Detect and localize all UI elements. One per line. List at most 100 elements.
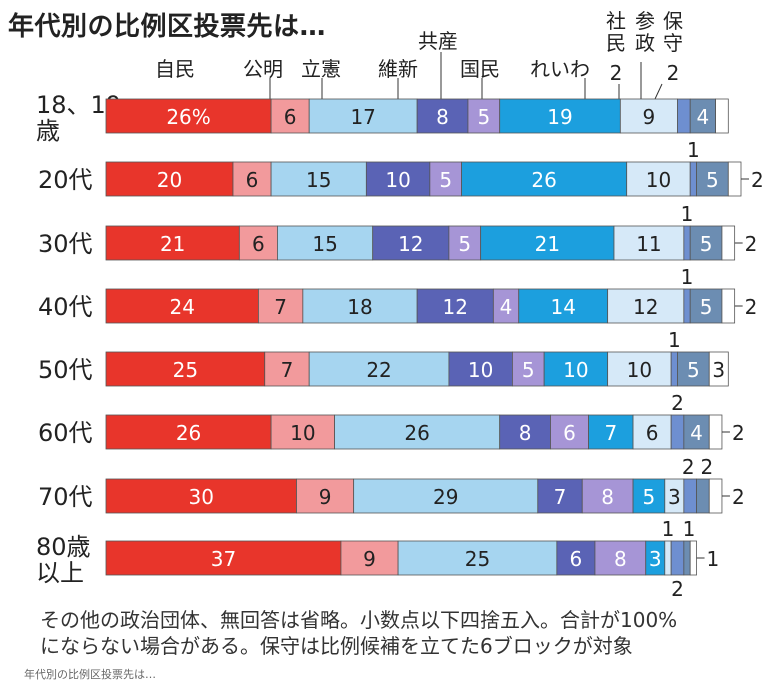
bar-segment-保守 — [721, 288, 736, 324]
legend-label-自民: 自民 — [155, 57, 195, 81]
value-label-共産: 8 — [614, 547, 627, 571]
bar-segment-れいわ — [607, 351, 672, 387]
bar-segment-社民 — [677, 98, 691, 134]
bar-segment-維新 — [499, 414, 551, 450]
value-label-社民: 2 — [671, 391, 684, 415]
value-label-国民: 7 — [604, 421, 617, 445]
bar-segment-社民 — [683, 478, 697, 514]
value-label-参政: 5 — [700, 295, 713, 319]
value-label-保守: 2 — [732, 485, 745, 509]
value-label-立憲: 17 — [350, 105, 375, 129]
category-label: 20代 — [38, 166, 93, 194]
bar-segment-維新 — [556, 540, 596, 576]
value-label-共産: 5 — [439, 168, 452, 192]
bar-segment-公明 — [257, 288, 304, 324]
bar-segment-れいわ — [664, 540, 672, 576]
bar-segment-維新 — [448, 351, 513, 387]
legend-label-参政-char: 参 — [635, 9, 655, 33]
value-label-社民: 1 — [681, 265, 694, 289]
value-label-公明: 7 — [281, 358, 294, 382]
bar-segment-社民 — [683, 225, 691, 261]
value-label-保守: 3 — [712, 358, 725, 382]
value-label-社民: 2 — [682, 455, 695, 479]
value-label-れいわ: 6 — [646, 421, 659, 445]
value-label-社民: 2 — [671, 577, 684, 601]
bar-segment-保守 — [708, 478, 723, 514]
legend-label-保守-char: 保 — [663, 9, 683, 33]
value-label-自民: 20 — [157, 168, 182, 192]
bar-segment-公明 — [296, 478, 355, 514]
value-label-共産: 6 — [563, 421, 576, 445]
value-label-保守: 2 — [732, 421, 745, 445]
bar-segment-社民 — [689, 161, 697, 197]
bar-segment-社民 — [670, 351, 678, 387]
value-label-立憲: 26 — [404, 421, 429, 445]
value-label-自民: 26% — [166, 105, 210, 129]
bar-segment-参政 — [677, 351, 710, 387]
bar-segment-れいわ — [619, 98, 678, 134]
value-label-自民: 30 — [189, 485, 214, 509]
value-label-参政: 5 — [706, 168, 719, 192]
value-label-公明: 9 — [363, 547, 376, 571]
bar-segment-共産 — [448, 225, 482, 261]
bar-segment-自民 — [105, 351, 266, 387]
bar-segment-立憲 — [397, 540, 558, 576]
bar-segment-自民 — [105, 161, 234, 197]
category-label: 80歳 — [36, 533, 91, 561]
value-label-hoshu-row1: 2 — [667, 61, 680, 85]
bar-segment-国民 — [632, 478, 666, 514]
value-label-立憲: 29 — [433, 485, 458, 509]
bar-segment-国民 — [461, 161, 628, 197]
value-label-参政: 4 — [697, 105, 710, 129]
value-label-維新: 8 — [519, 421, 532, 445]
value-label-維新: 7 — [554, 485, 567, 509]
bar-segment-社民 — [670, 414, 685, 450]
value-label-国民: 26 — [531, 168, 556, 192]
value-label-自民: 26 — [176, 421, 201, 445]
value-label-国民: 14 — [550, 295, 575, 319]
value-label-国民: 21 — [535, 232, 560, 256]
image-caption: 年代別の比例区投票先は… — [24, 668, 156, 681]
value-label-立憲: 15 — [312, 232, 337, 256]
value-label-公明: 6 — [246, 168, 259, 192]
legend-label-社民-char: 民 — [606, 31, 626, 55]
bar-segment-国民 — [518, 288, 609, 324]
category-label: 60代 — [38, 419, 93, 447]
value-label-れいわ: 11 — [636, 232, 661, 256]
value-label-公明: 9 — [319, 485, 332, 509]
bar-segment-共産 — [429, 161, 463, 197]
bar-segment-立憲 — [334, 414, 501, 450]
value-label-れいわ: 1 — [662, 517, 675, 541]
bar-segment-自民 — [105, 540, 342, 576]
value-label-自民: 24 — [169, 295, 194, 319]
value-label-立憲: 18 — [347, 295, 372, 319]
bar-segment-立憲 — [277, 225, 374, 261]
value-label-保守: 1 — [707, 547, 720, 571]
value-label-れいわ: 12 — [633, 295, 658, 319]
value-label-共産: 4 — [500, 295, 513, 319]
value-label-参政: 5 — [700, 232, 713, 256]
value-label-公明: 6 — [252, 232, 265, 256]
bar-segment-参政 — [689, 98, 717, 134]
value-label-公明: 6 — [284, 105, 297, 129]
bar-segment-維新 — [537, 478, 583, 514]
bar-segment-立憲 — [308, 351, 450, 387]
bar-segment-公明 — [232, 161, 272, 197]
value-label-自民: 21 — [160, 232, 185, 256]
value-label-維新: 10 — [468, 358, 493, 382]
bar-segment-参政 — [696, 161, 729, 197]
bar-segment-れいわ — [613, 225, 685, 261]
bar-segment-公明 — [238, 225, 278, 261]
value-label-維新: 8 — [436, 105, 449, 129]
bar-segment-立憲 — [270, 161, 367, 197]
value-label-参政: 1 — [683, 517, 696, 541]
legend-label-社民-char: 社 — [606, 9, 626, 33]
value-label-社民: 1 — [687, 138, 700, 162]
legend-label-れいわ: れいわ — [530, 57, 590, 81]
value-label-参政: 2 — [701, 455, 714, 479]
bar-segment-参政 — [696, 478, 710, 514]
bar-segment-参政 — [689, 225, 723, 261]
chart-title: 年代別の比例区投票先は… — [8, 12, 327, 42]
bar-segment-自民 — [105, 414, 272, 450]
